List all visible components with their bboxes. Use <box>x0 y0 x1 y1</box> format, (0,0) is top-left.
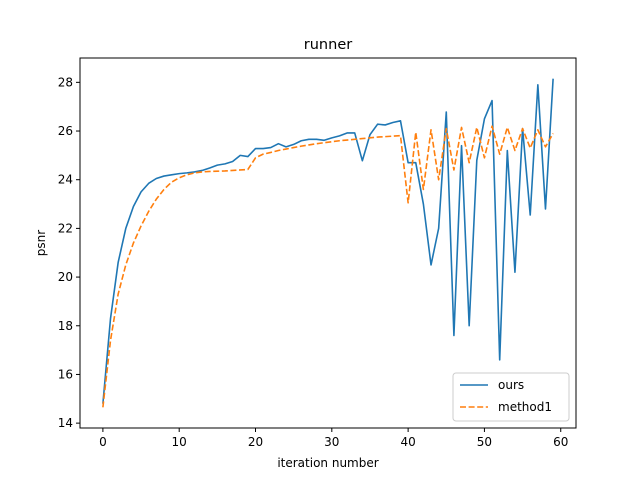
legend-label-ours: ours <box>498 378 524 392</box>
x-tick-label: 50 <box>477 435 492 449</box>
series-line-method1 <box>102 125 554 408</box>
series-line-ours <box>102 78 554 404</box>
y-tick-label: 28 <box>58 75 73 89</box>
x-tick-label: 10 <box>172 435 187 449</box>
y-tick-label: 14 <box>58 416 73 430</box>
y-tick-label: 16 <box>58 367 73 381</box>
plot-frame <box>79 57 577 429</box>
x-axis-label: iteration number <box>277 456 378 470</box>
x-tick-label: 60 <box>553 435 568 449</box>
y-tick-label: 26 <box>58 124 73 138</box>
x-tick-label: 30 <box>324 435 339 449</box>
y-tick-label: 24 <box>58 173 73 187</box>
y-tick-label: 20 <box>58 270 73 284</box>
x-tick-label: 0 <box>99 435 107 449</box>
y-axis: 14 16 18 20 22 24 26 28 <box>58 75 80 430</box>
x-tick-label: 40 <box>400 435 415 449</box>
chart-title: runner <box>304 37 352 53</box>
x-axis: 0 10 20 30 40 50 60 <box>99 428 568 449</box>
x-tick-label: 20 <box>248 435 263 449</box>
legend-label-method1: method1 <box>498 400 552 414</box>
legend: ours method1 <box>452 372 570 422</box>
y-axis-label: psnr <box>34 230 48 256</box>
y-tick-label: 18 <box>58 319 73 333</box>
series-lines <box>102 78 554 408</box>
y-tick-label: 22 <box>58 221 73 235</box>
